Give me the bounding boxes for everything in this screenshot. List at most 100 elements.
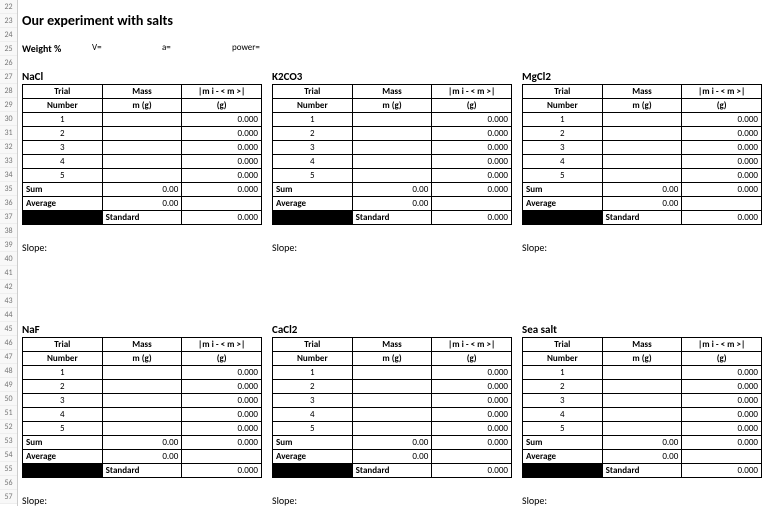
table-row[interactable]: 10.000 xyxy=(273,113,512,127)
table-row[interactable]: 4 0.000 xyxy=(23,155,262,169)
table-row[interactable]: 3 0.000 xyxy=(273,141,512,155)
mass-cell[interactable] xyxy=(602,169,682,183)
trial-cell[interactable]: 1 xyxy=(523,113,603,127)
dev-cell[interactable]: 0.000 xyxy=(432,169,512,183)
trial-cell[interactable]: 3 xyxy=(523,394,603,408)
trial-cell[interactable]: 5 xyxy=(273,169,353,183)
table-row[interactable]: 1 0.000 xyxy=(23,366,262,380)
dev-cell[interactable]: 0.000 xyxy=(432,141,512,155)
trial-cell[interactable]: 5 xyxy=(523,169,603,183)
dev-cell[interactable]: 0.000 xyxy=(682,422,762,436)
trial-cell[interactable]: 2 xyxy=(273,380,353,394)
dev-cell[interactable]: 0.000 xyxy=(432,366,512,380)
table-row[interactable]: 1 0.000 xyxy=(23,113,262,127)
trial-cell[interactable]: 4 xyxy=(273,408,353,422)
mass-cell[interactable] xyxy=(352,366,432,380)
trial-cell[interactable]: 5 xyxy=(23,422,103,436)
trial-cell[interactable]: 2 xyxy=(273,127,353,141)
trial-cell[interactable]: 1 xyxy=(23,366,103,380)
trial-cell[interactable]: 1 xyxy=(523,366,603,380)
mass-cell[interactable] xyxy=(602,394,682,408)
trial-cell[interactable]: 1 xyxy=(273,366,353,380)
mass-cell[interactable] xyxy=(352,422,432,436)
mass-cell[interactable] xyxy=(102,169,182,183)
dev-cell[interactable]: 0.000 xyxy=(432,380,512,394)
table-row[interactable]: 20.000 xyxy=(523,380,762,394)
mass-cell[interactable] xyxy=(352,169,432,183)
table-row[interactable]: 50.000 xyxy=(523,169,762,183)
dev-cell[interactable]: 0.000 xyxy=(182,113,262,127)
table-row[interactable]: 1 0.000 xyxy=(523,366,762,380)
trial-cell[interactable]: 5 xyxy=(23,169,103,183)
table-row[interactable]: 2 0.000 xyxy=(273,380,512,394)
mass-cell[interactable] xyxy=(102,113,182,127)
table-row[interactable]: 5 0.000 xyxy=(523,422,762,436)
trial-cell[interactable]: 2 xyxy=(23,380,103,394)
mass-cell[interactable] xyxy=(352,408,432,422)
dev-cell[interactable]: 0.000 xyxy=(682,127,762,141)
table-row[interactable]: 2 0.000 xyxy=(523,127,762,141)
mass-cell[interactable] xyxy=(102,380,182,394)
trial-cell[interactable]: 4 xyxy=(23,155,103,169)
mass-cell[interactable] xyxy=(602,155,682,169)
mass-cell[interactable] xyxy=(102,408,182,422)
trial-cell[interactable]: 4 xyxy=(23,408,103,422)
trial-cell[interactable]: 5 xyxy=(273,422,353,436)
table-row[interactable]: 2 0.000 xyxy=(23,380,262,394)
dev-cell[interactable]: 0.000 xyxy=(432,394,512,408)
table-row[interactable]: 2 0.000 xyxy=(23,127,262,141)
mass-cell[interactable] xyxy=(602,380,682,394)
dev-cell[interactable]: 0.000 xyxy=(182,155,262,169)
table-row[interactable]: 3 0.000 xyxy=(23,394,262,408)
trial-cell[interactable]: 5 xyxy=(523,422,603,436)
mass-cell[interactable] xyxy=(102,127,182,141)
table-row[interactable]: 3 0.000 xyxy=(523,141,762,155)
mass-cell[interactable] xyxy=(602,366,682,380)
trial-cell[interactable]: 3 xyxy=(273,141,353,155)
param-power[interactable]: power= xyxy=(232,42,302,56)
table-row[interactable]: 30.000 xyxy=(23,141,262,155)
table-row[interactable]: 40.000 xyxy=(273,155,512,169)
table-row[interactable]: 4 0.000 xyxy=(523,155,762,169)
dev-cell[interactable]: 0.000 xyxy=(682,366,762,380)
dev-cell[interactable]: 0.000 xyxy=(432,155,512,169)
param-v[interactable]: V= xyxy=(92,42,162,56)
mass-cell[interactable] xyxy=(352,394,432,408)
trial-cell[interactable]: 4 xyxy=(523,155,603,169)
dev-cell[interactable]: 0.000 xyxy=(682,141,762,155)
trial-cell[interactable]: 1 xyxy=(273,113,353,127)
dev-cell[interactable]: 0.000 xyxy=(682,155,762,169)
table-row[interactable]: 3 0.000 xyxy=(523,394,762,408)
mass-cell[interactable] xyxy=(102,155,182,169)
mass-cell[interactable] xyxy=(602,141,682,155)
dev-cell[interactable]: 0.000 xyxy=(182,394,262,408)
dev-cell[interactable]: 0.000 xyxy=(682,408,762,422)
mass-cell[interactable] xyxy=(102,422,182,436)
dev-cell[interactable]: 0.000 xyxy=(682,380,762,394)
mass-cell[interactable] xyxy=(602,127,682,141)
trial-cell[interactable]: 3 xyxy=(523,141,603,155)
table-row[interactable]: 40.000 xyxy=(273,408,512,422)
dev-cell[interactable]: 0.000 xyxy=(182,380,262,394)
table-row[interactable]: 5 0.000 xyxy=(273,169,512,183)
dev-cell[interactable]: 0.000 xyxy=(182,141,262,155)
trial-cell[interactable]: 1 xyxy=(23,113,103,127)
dev-cell[interactable]: 0.000 xyxy=(432,127,512,141)
mass-cell[interactable] xyxy=(352,113,432,127)
mass-cell[interactable] xyxy=(602,422,682,436)
table-row[interactable]: 10.000 xyxy=(523,113,762,127)
param-a[interactable]: a= xyxy=(162,42,232,56)
trial-cell[interactable]: 3 xyxy=(23,394,103,408)
mass-cell[interactable] xyxy=(352,155,432,169)
trial-cell[interactable]: 2 xyxy=(23,127,103,141)
dev-cell[interactable]: 0.000 xyxy=(182,366,262,380)
dev-cell[interactable]: 0.000 xyxy=(182,169,262,183)
mass-cell[interactable] xyxy=(602,408,682,422)
table-row[interactable]: 3 0.000 xyxy=(273,394,512,408)
table-row[interactable]: 50.000 xyxy=(23,422,262,436)
dev-cell[interactable]: 0.000 xyxy=(182,127,262,141)
trial-cell[interactable]: 2 xyxy=(523,127,603,141)
dev-cell[interactable]: 0.000 xyxy=(682,394,762,408)
table-row[interactable]: 40.000 xyxy=(23,408,262,422)
trial-cell[interactable]: 3 xyxy=(273,394,353,408)
